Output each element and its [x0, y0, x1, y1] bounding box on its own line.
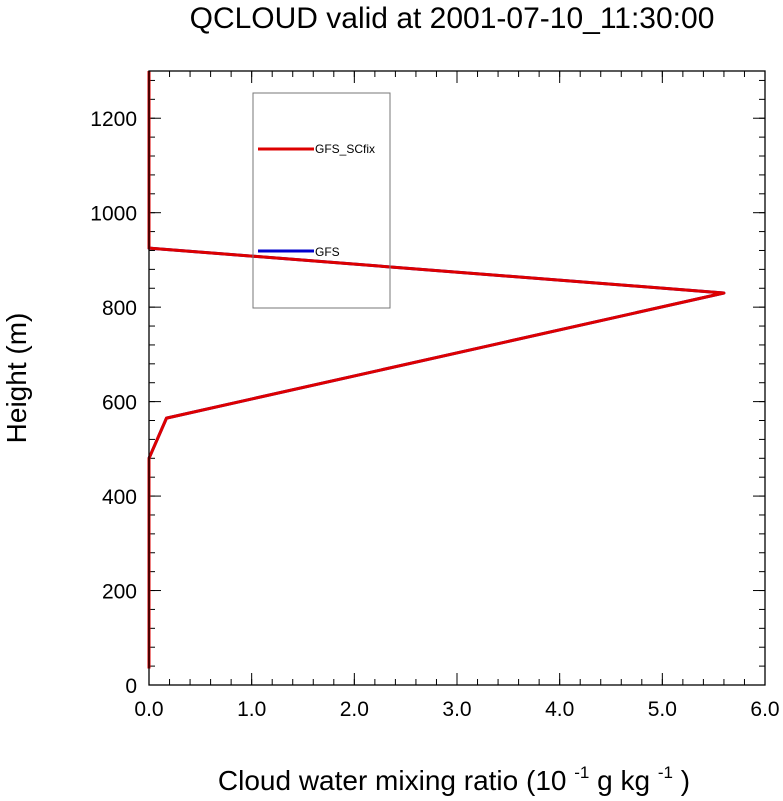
x-axis-label-part: Cloud water mixing ratio (10 — [218, 765, 567, 796]
series-line-gfs — [147, 71, 726, 669]
legend-label-gfs: GFS — [315, 245, 340, 259]
x-tick-label: 2.0 — [340, 698, 369, 721]
axis-ticks — [148, 71, 766, 686]
x-tick-label: 3.0 — [442, 698, 471, 721]
x-tick-label: 5.0 — [648, 698, 677, 721]
x-axis-label-exponent: -1 — [574, 763, 589, 782]
x-tick-label: 0.0 — [134, 698, 163, 721]
x-axis-label-part: g kg — [597, 765, 650, 796]
legend-box — [252, 92, 391, 309]
data-series — [147, 71, 726, 669]
y-tick-label: 1200 — [90, 108, 137, 131]
tick-labels: 0.0 1.0 2.0 3.0 4.0 5.0 6.0 0 200 400 600 800 1000 12… — [90, 108, 779, 721]
y-tick-label: 600 — [102, 392, 137, 415]
y-tick-label: 1000 — [90, 203, 137, 226]
y-tick-label: 0 — [125, 675, 137, 698]
series-line-gfs-scfix — [147, 71, 726, 669]
chart-title: QCLOUD valid at 2001-07-10_11:30:00 — [190, 2, 715, 35]
y-tick-label: 200 — [102, 581, 137, 604]
x-axis-label-exponent: -1 — [658, 763, 673, 782]
y-tick-label: 400 — [102, 486, 137, 509]
y-tick-label: 800 — [102, 297, 137, 320]
x-axis-label: Cloud water mixing ratio (10 -1 g kg -1 … — [218, 753, 690, 796]
plot-frame — [148, 70, 766, 686]
y-axis-label: Height (m) — [1, 313, 32, 444]
x-axis-label-part: ) — [681, 765, 690, 796]
legend-label-gfs-scfix: GFS_SCfix — [315, 142, 375, 156]
legend: GFS_SCfix GFS — [252, 92, 391, 309]
x-tick-label: 6.0 — [750, 698, 779, 721]
x-tick-label: 1.0 — [237, 698, 266, 721]
x-tick-label: 4.0 — [545, 698, 574, 721]
